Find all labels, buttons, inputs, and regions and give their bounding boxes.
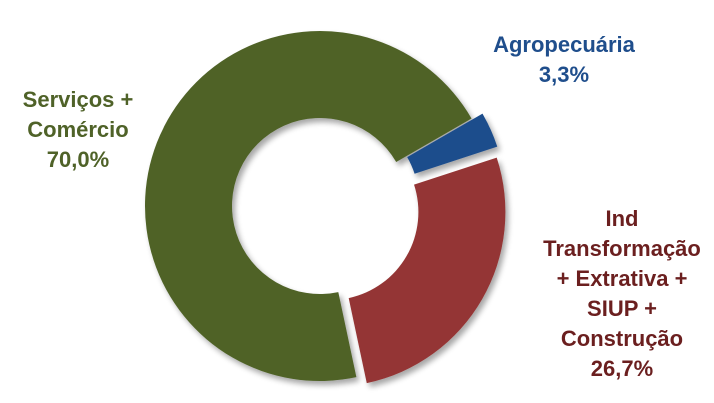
slice-label-line-industria: Construção [561, 326, 683, 351]
slice-value-industria: 26,7% [591, 356, 653, 381]
slice-label-agro: Agropecuária 3,3% [493, 32, 636, 87]
slice-value-agro: 3,3% [539, 62, 589, 87]
donut-slice-agro [407, 113, 498, 174]
slice-label-line-servicos: Comércio [27, 117, 128, 142]
slices-layer [145, 31, 506, 384]
donut-slice-servicos [145, 31, 472, 381]
slice-label-line-industria: Transformação [543, 236, 701, 261]
slice-label-line-agro: Agropecuária [493, 32, 636, 57]
slice-label-line-industria: SIUP + [587, 296, 657, 321]
labels-layer: Agropecuária 3,3% Ind Transformação + Extrat… [23, 32, 701, 381]
slice-label-industria: Ind Transformação + Extrativa + SIUP + Const… [543, 206, 701, 381]
slice-label-line-servicos: Serviços + [23, 87, 134, 112]
donut-slice-industria [348, 157, 506, 384]
slice-label-servicos: Serviços + Comércio 70,0% [23, 87, 134, 172]
slice-label-line-industria: + Extrativa + [557, 266, 688, 291]
slice-value-servicos: 70,0% [47, 147, 109, 172]
slice-label-line-industria: Ind [606, 206, 639, 231]
